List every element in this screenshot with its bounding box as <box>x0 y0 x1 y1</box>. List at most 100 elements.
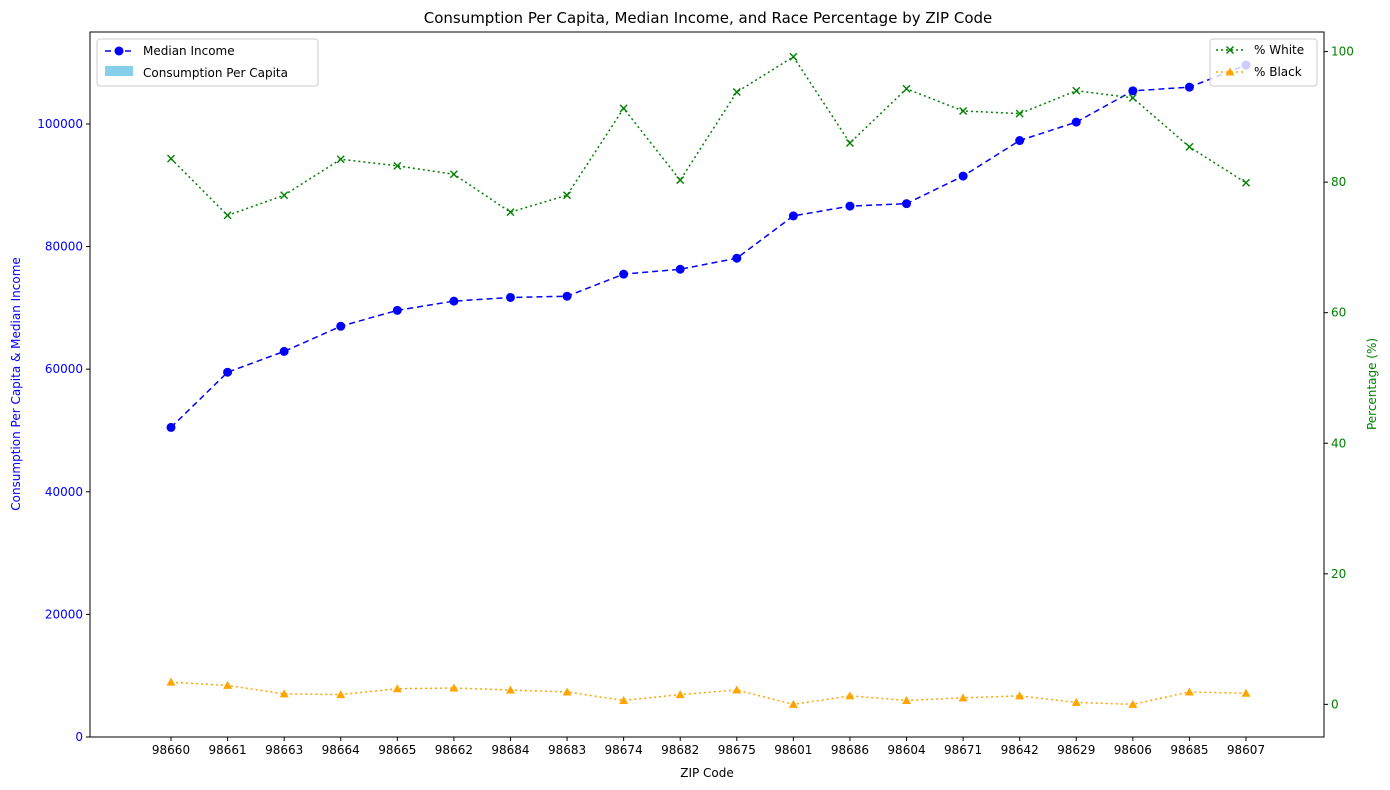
point-black-98607 <box>1241 688 1251 697</box>
legend-left-box <box>96 38 319 87</box>
y-right-tick-label-100: 100 <box>1331 45 1354 59</box>
point-median-income-98686 <box>845 201 855 211</box>
series-layer <box>166 52 1251 708</box>
point-black-98674 <box>619 695 629 704</box>
point-black-98629 <box>1071 697 1081 706</box>
point-median-income-98606 <box>1128 86 1138 96</box>
point-white-98684 <box>506 208 515 217</box>
x-tick-label-98682: 98682 <box>661 743 699 757</box>
y-left-tick-label-0: 0 <box>75 730 83 744</box>
x-tick-label-98684: 98684 <box>491 743 529 757</box>
point-white-98663 <box>280 191 289 200</box>
x-tick-label-98686: 98686 <box>831 743 869 757</box>
point-white-98664 <box>336 155 345 164</box>
point-median-income-98671 <box>958 171 968 181</box>
point-median-income-98683 <box>562 291 572 301</box>
point-white-98607 <box>1242 178 1250 187</box>
y-left-tick-label-100000: 100000 <box>37 117 83 131</box>
y-axis-right-label: Percentage (%) <box>1365 338 1379 430</box>
point-black-98682 <box>675 690 685 699</box>
y-right-tick-label-60: 60 <box>1331 306 1346 320</box>
legend-consumption-patch <box>105 66 133 76</box>
point-white-98671 <box>959 106 968 115</box>
x-tick-label-98601: 98601 <box>774 743 812 757</box>
point-median-income-98642 <box>1015 136 1025 146</box>
legend-white-label: % White <box>1254 43 1304 57</box>
x-axis-label: ZIP Code <box>680 766 734 780</box>
x-tick-label-98675: 98675 <box>718 743 756 757</box>
point-white-98675 <box>732 88 741 97</box>
point-black-98606 <box>1128 699 1138 708</box>
point-median-income-98664 <box>336 321 346 331</box>
y-left-tick-label-20000: 20000 <box>45 607 83 621</box>
legend-right: % White % Black <box>1209 38 1318 87</box>
point-median-income-98682 <box>675 264 685 274</box>
point-white-98660 <box>167 154 175 163</box>
x-tick-label-98660: 98660 <box>152 743 190 757</box>
x-axis: 98660 98661 98663 98664 98665 98662 98684 98683… <box>152 737 1265 757</box>
y-right-tick-label-40: 40 <box>1331 436 1346 450</box>
point-black-98642 <box>1015 691 1025 700</box>
x-tick-label-98665: 98665 <box>378 743 416 757</box>
point-black-98601 <box>788 699 798 708</box>
chart-title: Consumption Per Capita, Median Income, a… <box>424 9 993 27</box>
legend-median-income-marker <box>114 46 124 56</box>
y-axis-right: 0 20 40 60 80 100 <box>1324 45 1354 711</box>
y-axis-left-label: Consumption Per Capita & Median Income <box>9 257 23 511</box>
x-tick-label-98662: 98662 <box>435 743 473 757</box>
x-tick-label-98671: 98671 <box>944 743 982 757</box>
x-tick-label-98629: 98629 <box>1057 743 1095 757</box>
point-white-98674 <box>619 104 628 113</box>
x-tick-label-98642: 98642 <box>1001 743 1039 757</box>
x-tick-label-98661: 98661 <box>208 743 246 757</box>
legend-black-marker <box>1225 67 1235 76</box>
x-tick-label-98683: 98683 <box>548 743 586 757</box>
point-median-income-98661 <box>223 367 233 377</box>
point-black-98675 <box>732 685 742 694</box>
y-axis-left: 0 20000 40000 60000 80000 100000 <box>37 117 90 744</box>
point-median-income-98665 <box>392 305 402 315</box>
point-black-98662 <box>449 683 459 692</box>
point-white-98686 <box>845 138 854 147</box>
x-tick-label-98606: 98606 <box>1114 743 1152 757</box>
point-black-98665 <box>392 684 402 693</box>
y-right-tick-label-20: 20 <box>1331 567 1346 581</box>
point-white-98629 <box>1072 86 1081 95</box>
series-line-white <box>170 55 1247 217</box>
point-white-98665 <box>393 161 402 170</box>
x-tick-label-98607: 98607 <box>1227 743 1265 757</box>
point-black-98663 <box>279 689 289 698</box>
y-right-tick-label-0: 0 <box>1331 697 1339 711</box>
point-white-98685 <box>1185 142 1194 151</box>
point-median-income-98629 <box>1071 117 1081 127</box>
point-white-98642 <box>1015 109 1024 118</box>
point-median-income-98601 <box>788 211 798 221</box>
point-white-98662 <box>449 170 458 179</box>
point-white-98682 <box>676 176 685 185</box>
x-tick-label-98663: 98663 <box>265 743 303 757</box>
point-black-98684 <box>505 685 515 694</box>
x-tick-label-98604: 98604 <box>887 743 925 757</box>
legend-left: Median Income Consumption Per Capita <box>96 38 319 87</box>
legend-median-income-label: Median Income <box>143 44 235 58</box>
point-median-income-98662 <box>449 296 459 306</box>
point-black-98661 <box>223 680 233 689</box>
point-median-income-98674 <box>619 269 629 279</box>
y-right-tick-label-80: 80 <box>1331 175 1346 189</box>
point-median-income-98685 <box>1184 82 1194 92</box>
point-black-98685 <box>1184 687 1194 696</box>
y-left-tick-label-40000: 40000 <box>45 485 83 499</box>
point-black-98686 <box>845 691 855 700</box>
point-white-98683 <box>563 191 572 200</box>
point-black-98664 <box>336 690 346 699</box>
series-line-black <box>170 681 1247 706</box>
y-left-tick-label-80000: 80000 <box>45 240 83 254</box>
point-black-98660 <box>166 677 176 686</box>
point-white-98604 <box>902 84 911 93</box>
point-median-income-98663 <box>279 346 289 356</box>
point-median-income-98660 <box>166 422 176 432</box>
x-tick-label-98685: 98685 <box>1170 743 1208 757</box>
point-white-98661 <box>223 211 232 220</box>
legend-white-marker <box>1226 46 1234 54</box>
